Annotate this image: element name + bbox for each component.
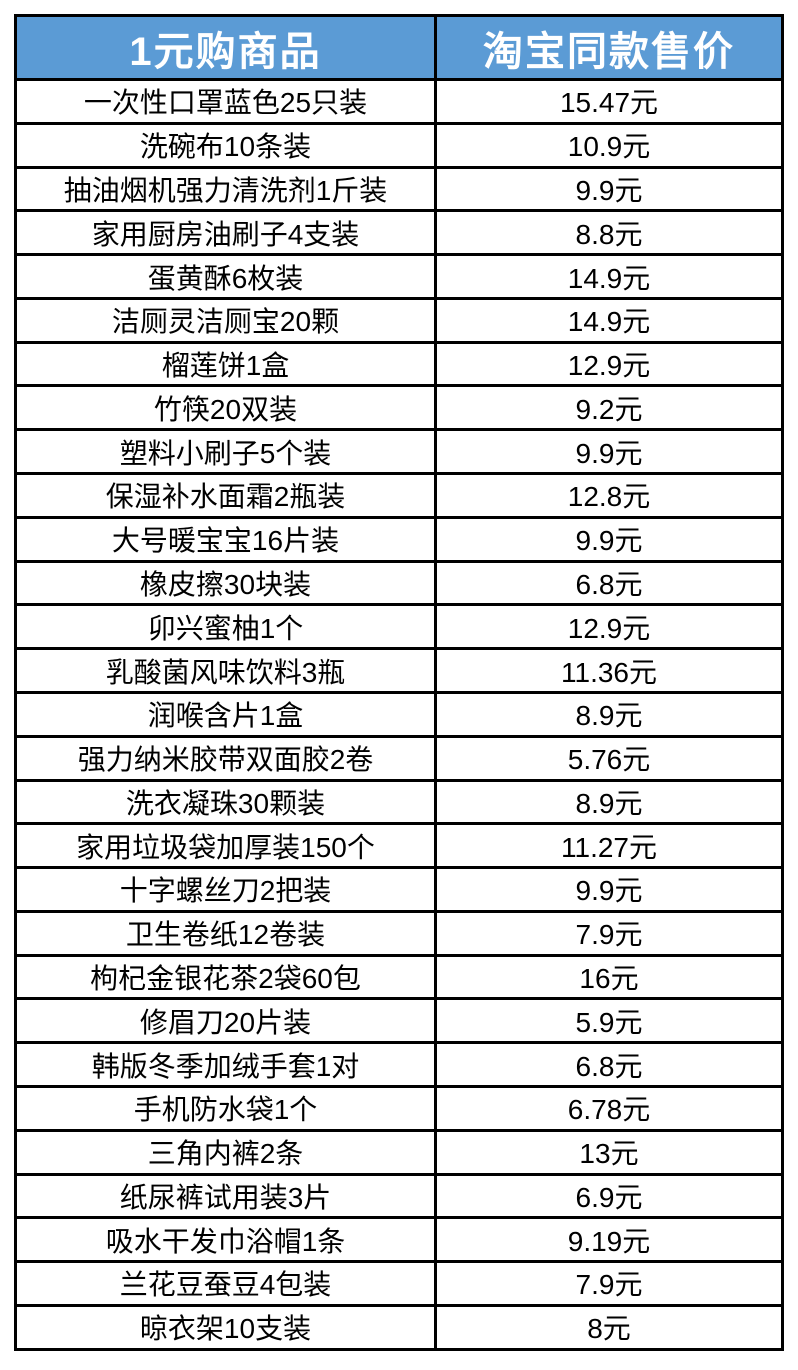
- table-row: 韩版冬季加绒手套1对 6.8元: [14, 1041, 784, 1088]
- price-cell: 12.9元: [434, 340, 784, 388]
- table-row: 榴莲饼1盒 12.9元: [14, 340, 784, 388]
- table-row: 手机防水袋1个 6.78元: [14, 1084, 784, 1132]
- product-name-cell: 兰花豆蚕豆4包装: [14, 1260, 437, 1307]
- product-name-cell: 橡皮擦30块装: [14, 559, 437, 607]
- product-name-cell: 抽油烟机强力清洗剂1斤装: [14, 165, 437, 213]
- price-cell: 14.9元: [434, 253, 784, 300]
- price-cell: 8元: [434, 1303, 784, 1352]
- product-name-cell: 乳酸菌风味饮料3瓶: [14, 647, 437, 694]
- price-cell: 12.8元: [434, 472, 784, 519]
- price-cell: 11.36元: [434, 647, 784, 694]
- product-name-cell: 家用厨房油刷子4支装: [14, 209, 437, 257]
- product-name-cell: 韩版冬季加绒手套1对: [14, 1041, 437, 1088]
- header-row: 1元购商品 淘宝同款售价: [14, 14, 784, 81]
- table-row: 抽油烟机强力清洗剂1斤装 9.9元: [14, 165, 784, 213]
- header-price-col: 淘宝同款售价: [434, 14, 784, 81]
- price-cell: 8.9元: [434, 778, 784, 826]
- product-name-cell: 修眉刀20片装: [14, 997, 437, 1045]
- product-name-cell: 大号暖宝宝16片装: [14, 515, 437, 563]
- table-row: 强力纳米胶带双面胶2卷 5.76元: [14, 734, 784, 782]
- table-row: 乳酸菌风味饮料3瓶 11.36元: [14, 647, 784, 694]
- table-row: 润喉含片1盒 8.9元: [14, 690, 784, 738]
- price-cell: 9.9元: [434, 428, 784, 476]
- price-cell: 10.9元: [434, 121, 784, 169]
- price-cell: 8.8元: [434, 209, 784, 257]
- table-row: 十字螺丝刀2把装 9.9元: [14, 866, 784, 913]
- table-row: 晾衣架10支装 8元: [14, 1303, 784, 1352]
- product-name-cell: 塑料小刷子5个装: [14, 428, 437, 476]
- table-row: 三角内裤2条 13元: [14, 1128, 784, 1176]
- table-row: 竹筷20双装 9.2元: [14, 384, 784, 432]
- price-cell: 5.9元: [434, 997, 784, 1045]
- price-cell: 6.8元: [434, 559, 784, 607]
- product-name-cell: 家用垃圾袋加厚装150个: [14, 822, 437, 870]
- product-name-cell: 卫生卷纸12卷装: [14, 909, 437, 957]
- product-name-cell: 润喉含片1盒: [14, 690, 437, 738]
- price-cell: 12.9元: [434, 603, 784, 651]
- price-cell: 7.9元: [434, 1260, 784, 1307]
- table-row: 家用厨房油刷子4支装 8.8元: [14, 209, 784, 257]
- product-name-cell: 枸杞金银花茶2袋60包: [14, 953, 437, 1001]
- product-name-cell: 蛋黄酥6枚装: [14, 253, 437, 300]
- product-name-cell: 吸水干发巾浴帽1条: [14, 1216, 437, 1264]
- product-name-cell: 竹筷20双装: [14, 384, 437, 432]
- product-name-cell: 强力纳米胶带双面胶2卷: [14, 734, 437, 782]
- product-name-cell: 纸尿裤试用装3片: [14, 1172, 437, 1220]
- price-cell: 6.9元: [434, 1172, 784, 1220]
- price-cell: 14.9元: [434, 296, 784, 344]
- product-name-cell: 榴莲饼1盒: [14, 340, 437, 388]
- price-cell: 9.9元: [434, 515, 784, 563]
- product-name-cell: 手机防水袋1个: [14, 1084, 437, 1132]
- product-name-cell: 洁厕灵洁厕宝20颗: [14, 296, 437, 344]
- table-row: 蛋黄酥6枚装 14.9元: [14, 253, 784, 300]
- table-row: 枸杞金银花茶2袋60包 16元: [14, 953, 784, 1001]
- price-cell: 7.9元: [434, 909, 784, 957]
- table-row: 洗碗布10条装 10.9元: [14, 121, 784, 169]
- price-cell: 16元: [434, 953, 784, 1001]
- product-name-cell: 十字螺丝刀2把装: [14, 866, 437, 913]
- product-name-cell: 三角内裤2条: [14, 1128, 437, 1176]
- product-name-cell: 卯兴蜜柚1个: [14, 603, 437, 651]
- product-name-cell: 保湿补水面霜2瓶装: [14, 472, 437, 519]
- table-row: 一次性口罩蓝色25只装 15.47元: [14, 78, 784, 125]
- table-row: 洗衣凝珠30颗装 8.9元: [14, 778, 784, 826]
- price-cell: 13元: [434, 1128, 784, 1176]
- table-row: 大号暖宝宝16片装 9.9元: [14, 515, 784, 563]
- price-cell: 9.9元: [434, 866, 784, 913]
- table-row: 卫生卷纸12卷装 7.9元: [14, 909, 784, 957]
- table-row: 塑料小刷子5个装 9.9元: [14, 428, 784, 476]
- price-cell: 6.78元: [434, 1084, 784, 1132]
- table-row: 保湿补水面霜2瓶装 12.8元: [14, 472, 784, 519]
- price-cell: 9.19元: [434, 1216, 784, 1264]
- product-name-cell: 洗碗布10条装: [14, 121, 437, 169]
- table-row: 橡皮擦30块装 6.8元: [14, 559, 784, 607]
- product-name-cell: 一次性口罩蓝色25只装: [14, 78, 437, 125]
- table-row: 纸尿裤试用装3片 6.9元: [14, 1172, 784, 1220]
- table-row: 吸水干发巾浴帽1条 9.19元: [14, 1216, 784, 1264]
- product-name-cell: 晾衣架10支装: [14, 1303, 437, 1352]
- table-row: 兰花豆蚕豆4包装 7.9元: [14, 1260, 784, 1307]
- table-row: 洁厕灵洁厕宝20颗 14.9元: [14, 296, 784, 344]
- price-comparison-table: 1元购商品 淘宝同款售价 一次性口罩蓝色25只装 15.47元 洗碗布10条装 …: [14, 14, 784, 1352]
- table-row: 修眉刀20片装 5.9元: [14, 997, 784, 1045]
- price-cell: 6.8元: [434, 1041, 784, 1088]
- table-row: 家用垃圾袋加厚装150个 11.27元: [14, 822, 784, 870]
- table-row: 卯兴蜜柚1个 12.9元: [14, 603, 784, 651]
- price-cell: 9.2元: [434, 384, 784, 432]
- product-name-cell: 洗衣凝珠30颗装: [14, 778, 437, 826]
- table-header: 1元购商品 淘宝同款售价: [14, 14, 784, 81]
- price-cell: 15.47元: [434, 78, 784, 125]
- price-cell: 8.9元: [434, 690, 784, 738]
- header-product-col: 1元购商品: [14, 14, 437, 81]
- price-cell: 9.9元: [434, 165, 784, 213]
- price-cell: 5.76元: [434, 734, 784, 782]
- price-cell: 11.27元: [434, 822, 784, 870]
- table-body: 一次性口罩蓝色25只装 15.47元 洗碗布10条装 10.9元 抽油烟机强力清…: [14, 78, 784, 1352]
